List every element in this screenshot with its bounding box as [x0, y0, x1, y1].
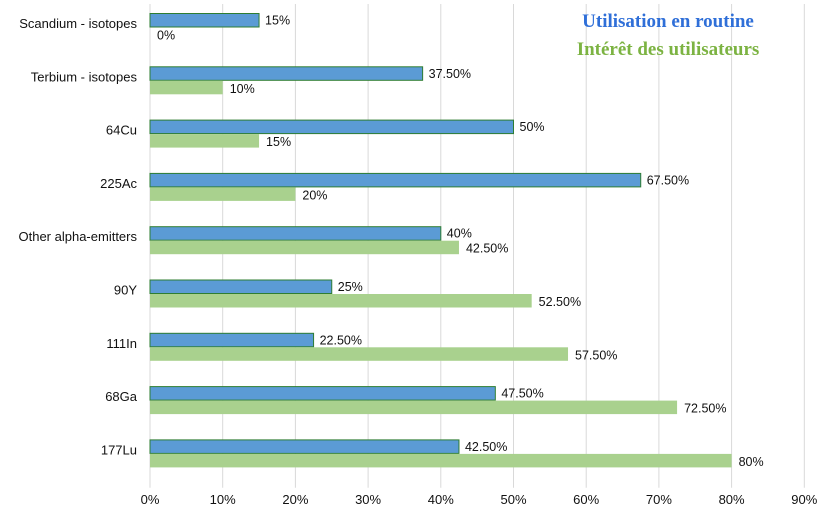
x-tick-label: 40% [428, 492, 454, 506]
data-label-interest: 80% [739, 455, 764, 469]
data-label-routine: 25% [338, 280, 363, 294]
bar-interest [150, 294, 532, 308]
category-label: 68Ga [105, 389, 138, 404]
data-labels: 15%0%37.50%10%50%15%67.50%20%40%42.50%25… [157, 14, 764, 469]
category-label: Other alpha-emitters [19, 229, 138, 244]
bar-routine [149, 439, 460, 454]
category-label: 225Ac [100, 176, 137, 191]
bar-routine [149, 332, 315, 348]
data-label-interest: 10% [230, 82, 255, 96]
bar-interest [150, 187, 296, 201]
x-tick-label: 90% [791, 492, 817, 506]
data-label-routine: 22.50% [320, 333, 362, 347]
x-tick-label: 30% [355, 492, 381, 506]
legend: Utilisation en routine Intérêt des utili… [577, 11, 760, 60]
bar-interest [150, 134, 260, 148]
x-tick-label: 20% [282, 492, 308, 506]
category-label: 177Lu [101, 442, 137, 457]
data-label-routine: 47.50% [501, 387, 543, 401]
bar-routine [149, 66, 424, 81]
bars [149, 13, 732, 468]
bar-routine [149, 119, 514, 135]
bar-routine [149, 386, 496, 401]
legend-series-1: Utilisation en routine [582, 11, 754, 32]
data-label-interest: 0% [157, 29, 175, 43]
data-label-interest: 52.50% [539, 295, 581, 309]
category-label: Terbium - isotopes [31, 69, 138, 84]
data-label-routine: 50% [520, 120, 545, 134]
bar-interest [150, 347, 569, 361]
bar-routine [149, 226, 442, 241]
x-tick-labels: 0% 10% 20% 30% 40% 50% 60% 70% 80% 90% [141, 492, 817, 506]
bar-interest [150, 240, 459, 255]
category-label: 64Cu [106, 123, 137, 138]
x-tick-label: 50% [500, 492, 526, 506]
data-label-routine: 40% [447, 227, 472, 241]
bar-routine [149, 13, 260, 28]
bar-interest [150, 453, 732, 468]
data-label-interest: 15% [266, 135, 291, 149]
data-label-interest: 72.50% [684, 402, 726, 416]
bar-routine [149, 279, 333, 294]
bar-interest [150, 400, 678, 415]
data-label-routine: 67.50% [647, 173, 689, 187]
category-label: 90Y [114, 283, 137, 298]
category-label: Scandium - isotopes [19, 16, 137, 31]
data-label-interest: 57.50% [575, 348, 617, 362]
x-tick-label: 80% [719, 492, 745, 506]
data-label-routine: 42.50% [465, 440, 507, 454]
bar-routine [149, 172, 642, 188]
x-tick-label: 0% [141, 492, 160, 506]
data-label-routine: 15% [265, 14, 290, 28]
category-label: 111In [106, 336, 137, 351]
legend-series-2: Intérêt des utilisateurs [577, 39, 760, 60]
x-tick-label: 70% [646, 492, 672, 506]
data-label-routine: 37.50% [429, 67, 471, 81]
bar-interest [150, 80, 223, 95]
data-label-interest: 42.50% [466, 242, 508, 256]
x-tick-label: 60% [573, 492, 599, 506]
x-tick-label: 10% [210, 492, 236, 506]
category-labels: Scandium - isotopes Terbium - isotopes 64C… [19, 16, 138, 457]
data-label-interest: 20% [302, 188, 327, 202]
